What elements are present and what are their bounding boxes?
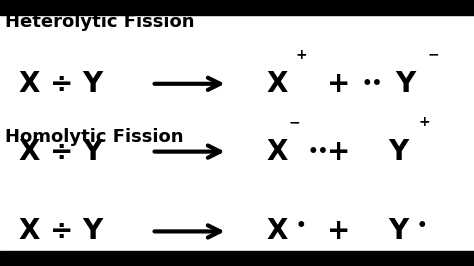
Text: •: • (417, 217, 427, 235)
Text: +: + (419, 115, 430, 129)
Text: Y: Y (388, 217, 408, 246)
Text: Heterolytic Fission: Heterolytic Fission (5, 13, 194, 31)
Text: +: + (327, 217, 351, 246)
Text: X: X (266, 138, 288, 166)
Text: −: − (288, 115, 300, 129)
Text: X: X (266, 217, 288, 246)
Text: ••: •• (362, 75, 383, 93)
Text: Y: Y (388, 138, 408, 166)
Text: −: − (428, 48, 439, 61)
Text: Y: Y (395, 70, 415, 98)
Text: ••: •• (308, 143, 329, 161)
Text: X ÷ Y: X ÷ Y (19, 70, 104, 98)
Text: Homolytic Fission: Homolytic Fission (5, 128, 183, 146)
Text: +: + (327, 138, 351, 166)
Text: X: X (266, 70, 288, 98)
Text: X ÷ Y: X ÷ Y (19, 138, 104, 166)
Text: +: + (295, 48, 307, 61)
Text: X ÷ Y: X ÷ Y (19, 217, 104, 246)
Text: •: • (296, 217, 306, 235)
Text: +: + (327, 70, 351, 98)
